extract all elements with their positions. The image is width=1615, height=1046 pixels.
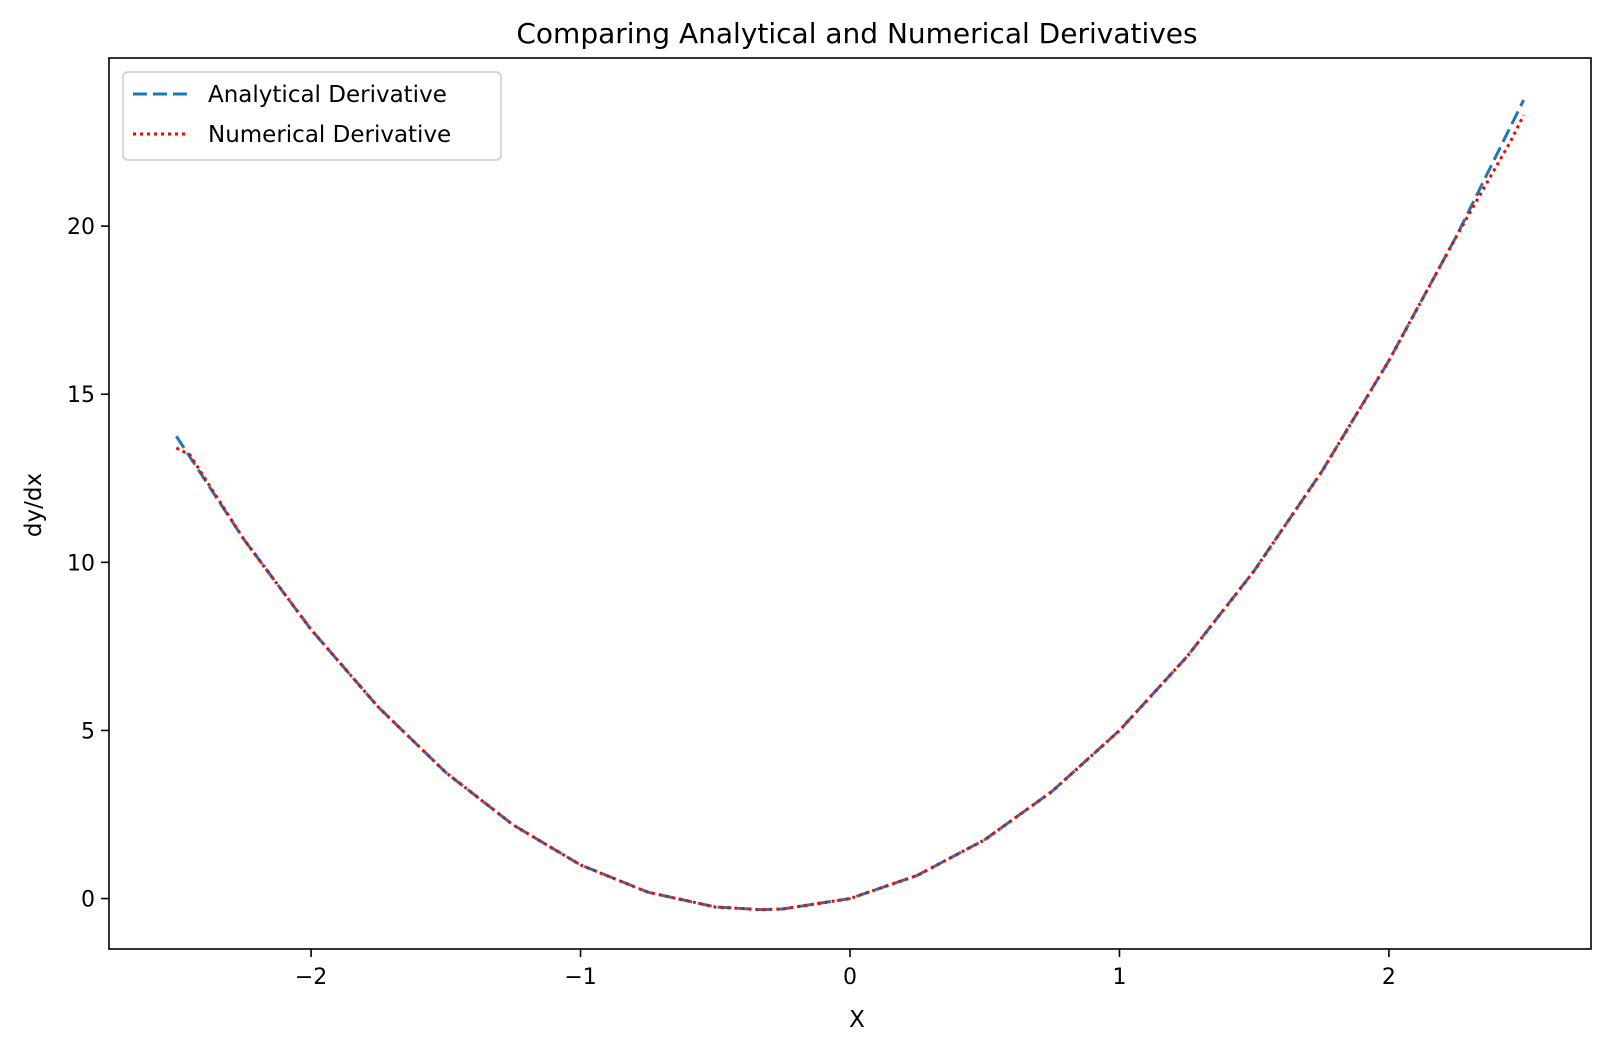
- x-axis-label: X: [849, 1007, 865, 1033]
- x-axis-ticks: −2 −1 0 1 2: [295, 949, 1396, 990]
- series-line-1: [175, 99, 1525, 912]
- y-tick-label: 5: [81, 719, 95, 744]
- chart-title: Comparing Analytical and Numerical Deriv…: [516, 17, 1197, 50]
- y-axis-label: dy/dx: [21, 473, 47, 537]
- y-axis-ticks: 0 5 10 15 20: [67, 215, 109, 913]
- legend-box: [122, 71, 502, 161]
- y-tick-label: 20: [67, 215, 95, 240]
- x-tick-label: 2: [1382, 965, 1396, 990]
- x-tick-label: 0: [843, 965, 857, 990]
- legend-label-1: Analytical Derivative: [208, 82, 447, 108]
- y-tick-label: 0: [81, 888, 95, 913]
- x-tick-label: −1: [564, 965, 596, 990]
- x-tick-label: −2: [295, 965, 327, 990]
- y-tick-label: 15: [67, 383, 95, 408]
- y-tick-label: 10: [67, 551, 95, 576]
- legend-label-2: Numerical Derivative: [208, 122, 451, 148]
- legend: Analytical Derivative Numerical Derivativ…: [122, 71, 502, 161]
- x-tick-label: 1: [1112, 965, 1126, 990]
